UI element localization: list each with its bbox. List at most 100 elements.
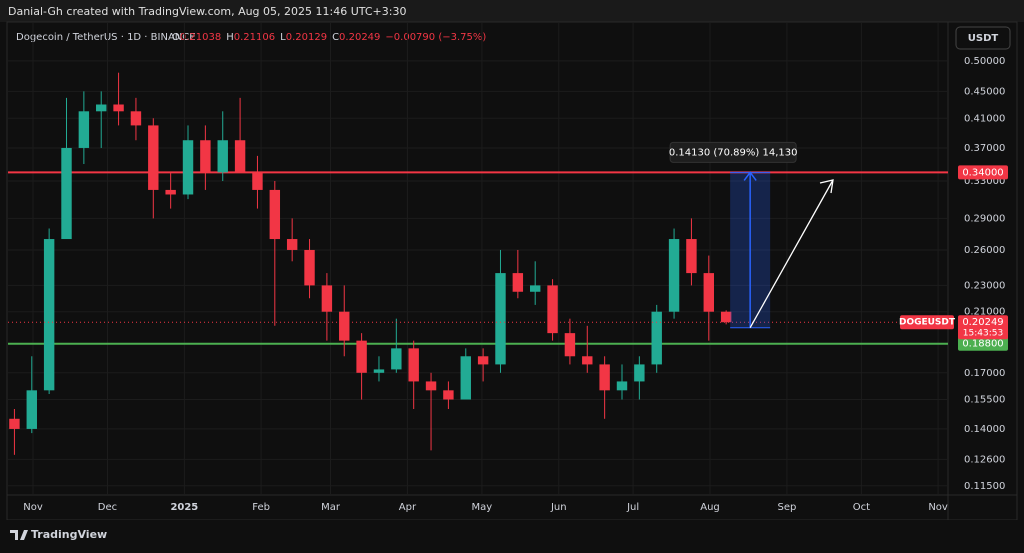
candle-body xyxy=(234,140,246,173)
x-tick-label: 2025 xyxy=(170,502,198,513)
candle-body xyxy=(599,364,610,391)
y-tick-label: 0.17000 xyxy=(964,368,1005,379)
y-tick-label: 0.11500 xyxy=(964,481,1005,492)
candle-body xyxy=(61,147,72,240)
candle-body xyxy=(547,285,558,334)
ohlc-value: 0.21106 xyxy=(234,32,275,43)
candle-body xyxy=(96,104,107,112)
symbol-badge xyxy=(900,315,954,330)
y-tick-label: 0.50000 xyxy=(964,56,1005,67)
candle-body xyxy=(43,239,55,391)
candle-body xyxy=(668,239,680,312)
measure-label: 0.14130 (70.89%) 14,130 xyxy=(669,147,798,158)
candle-body xyxy=(512,273,524,292)
y-tick-label: 0.33000 xyxy=(964,176,1005,187)
x-tick-label: Dec xyxy=(98,502,117,513)
x-tick-label: Nov xyxy=(928,502,948,513)
ohlc-key: C xyxy=(332,32,339,43)
candle-body xyxy=(200,140,211,173)
candle-body xyxy=(425,381,437,391)
x-tick-label: Aug xyxy=(700,502,720,513)
candle-body xyxy=(286,239,298,250)
logo-icon xyxy=(10,530,28,540)
currency-button[interactable] xyxy=(955,26,1011,50)
measure-arrowhead xyxy=(743,171,757,181)
ohlc-value: 0.20249 xyxy=(339,32,380,43)
symbol-title: Dogecoin / TetherUS · 1D · BINANCE xyxy=(16,32,196,43)
x-tick-label: Feb xyxy=(252,502,270,513)
candle-body xyxy=(130,111,142,126)
currency-label[interactable]: USDT xyxy=(968,33,999,44)
ohlc-key: L xyxy=(280,32,286,43)
candle-body xyxy=(252,172,263,190)
candle-body xyxy=(304,249,315,286)
x-tick-label: Nov xyxy=(23,502,43,513)
x-tick-label: Jun xyxy=(550,502,567,513)
candle-body xyxy=(339,311,350,341)
candle-body xyxy=(26,390,37,429)
projection-arrow xyxy=(749,179,834,329)
x-tick-label: Jul xyxy=(626,502,639,513)
level-badge-label: 0.34000 xyxy=(962,167,1003,178)
candle-body xyxy=(9,418,20,429)
footer xyxy=(0,520,1024,549)
candle-body xyxy=(182,140,194,195)
y-tick-label: 0.14000 xyxy=(964,424,1005,435)
y-tick-label: 0.45000 xyxy=(964,86,1005,97)
price-badge-label: 0.20249 xyxy=(962,317,1003,328)
ohlc-legend: O0.21038 H0.21106 L0.20129 C0.20249 −0.00790… xyxy=(172,32,486,43)
projection-arrowhead xyxy=(819,179,834,194)
price-badge xyxy=(958,315,1008,340)
candle-body xyxy=(269,189,281,240)
symbol-badge-label: DOGEUSDT xyxy=(899,318,956,328)
candle-body xyxy=(217,140,228,173)
candle-body xyxy=(356,340,367,373)
x-tick-label: Oct xyxy=(853,502,870,513)
ohlc-key: O xyxy=(172,32,180,43)
y-tick-label: 0.15500 xyxy=(964,395,1005,406)
candle-body xyxy=(477,356,489,365)
candle-body xyxy=(148,125,159,190)
x-tick-label: Mar xyxy=(321,502,341,513)
measure-label-bg xyxy=(669,141,797,163)
candle-body xyxy=(408,348,419,382)
ohlc-key: H xyxy=(226,32,234,43)
candle-body xyxy=(564,333,576,357)
candle-body xyxy=(686,239,697,274)
x-tick-label: Sep xyxy=(777,502,796,513)
candle-body xyxy=(460,356,471,400)
candle-body xyxy=(616,381,628,391)
footer-logo: TradingView xyxy=(31,528,107,541)
ohlc-value: 0.21038 xyxy=(180,32,221,43)
candle-body xyxy=(634,364,645,382)
candle-body xyxy=(703,273,714,312)
candle-body xyxy=(529,285,541,292)
y-tick-label: 0.23000 xyxy=(964,280,1005,291)
candle-body xyxy=(165,189,176,195)
candle-body xyxy=(651,311,662,365)
candle-body xyxy=(443,390,454,400)
candle-body xyxy=(582,356,593,365)
y-tick-label: 0.41000 xyxy=(964,113,1005,124)
y-tick-label: 0.37000 xyxy=(964,143,1005,154)
candle-body xyxy=(720,311,732,323)
countdown-label: 15:43:53 xyxy=(963,329,1003,339)
candle-body xyxy=(78,111,90,148)
y-tick-label: 0.12600 xyxy=(964,454,1005,465)
x-tick-label: May xyxy=(472,502,493,513)
level-badge xyxy=(958,336,1008,351)
y-tick-label: 0.26000 xyxy=(964,245,1005,256)
candle-body xyxy=(495,273,506,365)
candle-body xyxy=(391,348,402,370)
top-bar xyxy=(0,0,1024,22)
ohlc-value: 0.20129 xyxy=(286,32,327,43)
x-tick-label: Apr xyxy=(399,502,417,513)
candle-body xyxy=(113,104,124,112)
candle-body xyxy=(321,285,333,312)
candle-body xyxy=(373,369,385,373)
level-badge xyxy=(958,165,1008,180)
y-tick-label: 0.29000 xyxy=(964,213,1005,224)
header-text: Danial-Gh created with TradingView.com, … xyxy=(8,5,406,18)
